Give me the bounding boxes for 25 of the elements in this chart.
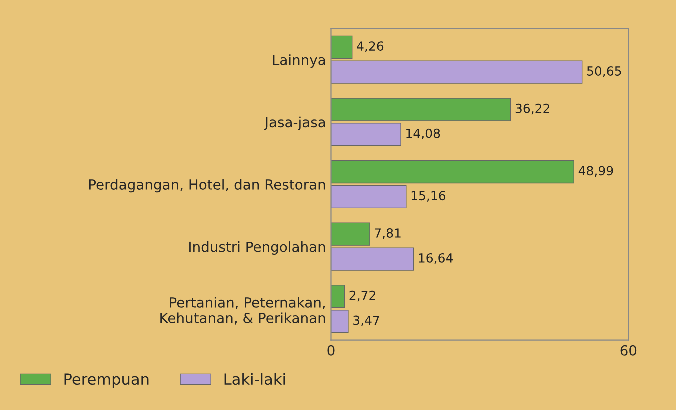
data-label: 2,72 (350, 290, 376, 302)
bar (331, 185, 407, 209)
x-tick-label: 60 (620, 345, 637, 356)
legend-label: Laki-laki (224, 373, 286, 386)
data-label: 7,81 (375, 228, 401, 240)
y-tick-label: Industri Pengolahan (190, 242, 326, 255)
bar (331, 285, 346, 308)
x-tick-label: 0 (328, 345, 335, 356)
y-tick-label: Perdagangan, Hotel, dan Restoran (90, 179, 326, 193)
data-label: 16,64 (419, 253, 453, 264)
bar (331, 310, 349, 334)
y-tick-label: Pertanian, Peternakan, Kehutanan, & Perikanan (160, 297, 326, 325)
data-label: 4,26 (357, 42, 384, 52)
data-label: 15,16 (412, 191, 446, 202)
y-tick-label: Lainnya (273, 54, 326, 68)
data-label: 14,08 (406, 128, 440, 140)
y-tick-label: Jasa-jasa (264, 116, 326, 130)
data-label: 36,22 (516, 104, 550, 115)
bar (331, 60, 583, 84)
bar (331, 36, 353, 59)
data-label: 50,65 (587, 66, 622, 78)
legend-label: Perempuan (64, 374, 149, 388)
data-label: 3,47 (354, 316, 380, 327)
data-label: 48,99 (578, 166, 614, 177)
bar (331, 160, 574, 184)
